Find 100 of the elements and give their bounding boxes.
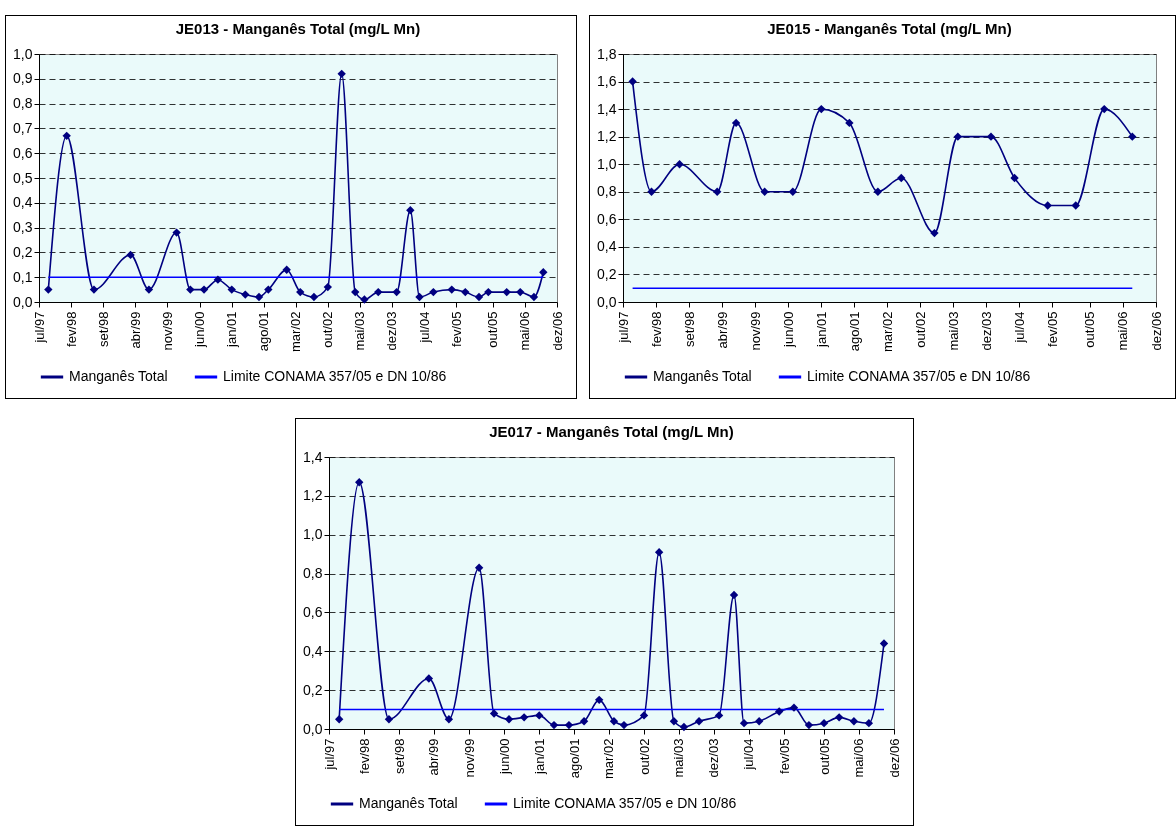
x-tick-label: fev/05 <box>448 311 464 347</box>
x-tick-label: out/05 <box>1082 311 1098 348</box>
x-tick-label: dez/03 <box>384 311 400 351</box>
y-tick-label: 0,4 <box>13 194 33 211</box>
x-tick-label: nov/99 <box>461 738 477 778</box>
point <box>628 77 637 86</box>
point <box>679 722 689 732</box>
point <box>406 206 415 215</box>
x-tick-label: ago/01 <box>566 738 582 779</box>
point <box>897 173 906 183</box>
point <box>126 250 135 260</box>
x-tick-label: nov/99 <box>159 311 175 351</box>
legend-label: Manganês Total <box>653 368 752 384</box>
x-tick-label: jun/00 <box>192 311 208 348</box>
y-tick-label: 0,0 <box>13 293 33 310</box>
x-tick-label: dez/06 <box>1148 311 1164 351</box>
chart-title: JE015 - Manganês Total (mg/L Mn) <box>767 20 1012 37</box>
point <box>953 132 963 141</box>
y-tick-label: 0,0 <box>597 293 617 310</box>
point <box>447 285 456 294</box>
y-tick-label: 0,6 <box>303 603 323 620</box>
point <box>296 287 305 297</box>
point <box>461 287 470 297</box>
point <box>474 292 484 302</box>
x-tick-label: fev/98 <box>356 738 372 774</box>
x-tick-label: jun/00 <box>780 311 796 348</box>
point <box>639 711 649 720</box>
x-tick-label: mai/06 <box>1115 311 1131 351</box>
y-tick-label: 1,4 <box>303 448 323 465</box>
x-tick-label: abr/99 <box>127 311 143 349</box>
x-tick-label: out/02 <box>912 311 928 348</box>
x-tick-label: out/05 <box>816 738 832 775</box>
point <box>819 718 829 728</box>
x-tick-label: jan/01 <box>813 311 829 348</box>
point <box>775 707 784 716</box>
x-tick-label: abr/99 <box>714 311 730 349</box>
x-tick-label: jan/01 <box>531 738 547 775</box>
x-tick-label: set/98 <box>95 311 111 347</box>
y-tick-label: 0,8 <box>597 183 617 200</box>
y-tick-label: 0,8 <box>303 565 323 582</box>
point <box>1071 201 1080 210</box>
y-tick-label: 0,3 <box>13 219 33 236</box>
y-tick-label: 1,8 <box>597 45 617 62</box>
point <box>213 275 223 284</box>
x-tick-label: ago/01 <box>256 311 272 352</box>
point <box>760 187 769 196</box>
point <box>264 285 273 294</box>
legend-label: Limite CONAMA 357/05 e DN 10/86 <box>223 368 447 384</box>
y-tick-label: 1,0 <box>597 155 617 172</box>
point <box>619 720 629 730</box>
x-tick-label: out/02 <box>320 311 336 348</box>
point <box>535 711 544 720</box>
point <box>474 563 484 572</box>
x-tick-label: mar/02 <box>601 738 617 779</box>
point <box>549 720 559 730</box>
point <box>254 292 264 302</box>
point <box>227 285 236 294</box>
point <box>489 709 499 718</box>
point <box>595 695 604 705</box>
x-tick-label: mai/03 <box>352 311 368 351</box>
x-tick-label: abr/99 <box>426 738 442 776</box>
chart-title: JE013 - Manganês Total (mg/L Mn) <box>175 20 421 37</box>
point <box>669 717 679 726</box>
point <box>282 265 291 274</box>
x-tick-label: jul/97 <box>615 311 631 344</box>
point <box>1043 201 1052 210</box>
x-tick-label: set/98 <box>391 738 407 774</box>
legend-label: Manganês Total <box>359 795 458 811</box>
y-tick-label: 1,0 <box>303 526 323 543</box>
point <box>873 187 883 196</box>
point <box>429 287 438 297</box>
x-tick-label: mai/03 <box>945 311 961 351</box>
chart-title: JE017 - Manganês Total (mg/L Mn) <box>489 423 734 440</box>
point <box>714 711 724 720</box>
point <box>754 717 764 726</box>
point <box>374 287 383 297</box>
y-tick-label: 0,8 <box>13 95 33 112</box>
y-tick-label: 1,6 <box>597 73 617 90</box>
point <box>444 715 454 724</box>
point <box>789 703 799 712</box>
x-tick-label: dez/06 <box>886 738 902 778</box>
point <box>186 285 195 294</box>
y-tick-label: 0,6 <box>597 210 617 227</box>
x-tick-label: nov/99 <box>747 311 763 351</box>
x-tick-label: mai/06 <box>851 738 867 778</box>
point <box>360 295 369 304</box>
point <box>739 718 749 728</box>
point <box>834 713 844 722</box>
x-tick-label: jun/00 <box>496 738 512 775</box>
point <box>788 187 797 196</box>
point <box>415 292 424 302</box>
x-tick-label: jul/04 <box>1011 311 1027 344</box>
point <box>516 287 525 297</box>
point <box>199 285 209 294</box>
point <box>930 228 939 238</box>
point <box>579 717 589 726</box>
point <box>351 287 360 297</box>
x-tick-label: jul/04 <box>416 311 432 344</box>
point <box>675 160 684 169</box>
x-tick-label: mar/02 <box>879 311 895 352</box>
